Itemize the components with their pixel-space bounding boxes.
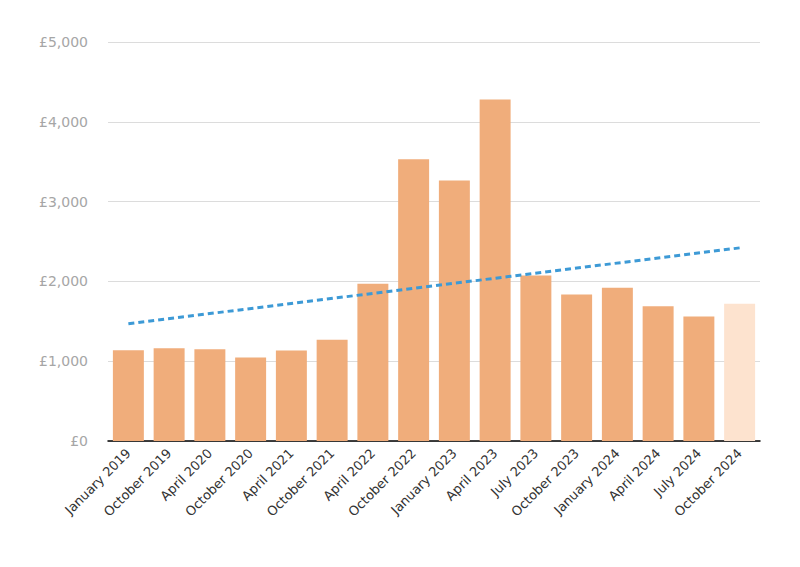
svg-text:£4,000: £4,000 (39, 114, 88, 130)
svg-text:October 2024: October 2024 (671, 446, 745, 520)
svg-text:£3,000: £3,000 (39, 194, 88, 210)
svg-text:January 2023: January 2023 (387, 446, 459, 518)
svg-text:July 2023: July 2023 (487, 445, 542, 500)
svg-text:January 2024: January 2024 (550, 446, 622, 518)
svg-text:January 2019: January 2019 (62, 445, 134, 518)
svg-text:April 2022: April 2022 (320, 445, 379, 504)
svg-text:£1,000: £1,000 (39, 353, 88, 369)
svg-text:£0: £0 (70, 433, 88, 449)
svg-text:October 2021: October 2021 (264, 446, 338, 520)
svg-text:October 2020: October 2020 (182, 446, 256, 520)
svg-text:April 2024: April 2024 (606, 446, 664, 504)
svg-text:£5,000: £5,000 (39, 34, 88, 50)
svg-text:October 2019: October 2019 (101, 446, 175, 520)
svg-text:April 2021: April 2021 (238, 445, 297, 504)
svg-text:April 2023: April 2023 (443, 446, 501, 504)
svg-text:October 2023: October 2023 (508, 446, 582, 520)
svg-text:July 2024: July 2024 (650, 445, 705, 500)
svg-text:£2,000: £2,000 (39, 273, 88, 289)
svg-text:April 2020: April 2020 (157, 445, 216, 504)
svg-text:October 2022: October 2022 (345, 446, 419, 520)
